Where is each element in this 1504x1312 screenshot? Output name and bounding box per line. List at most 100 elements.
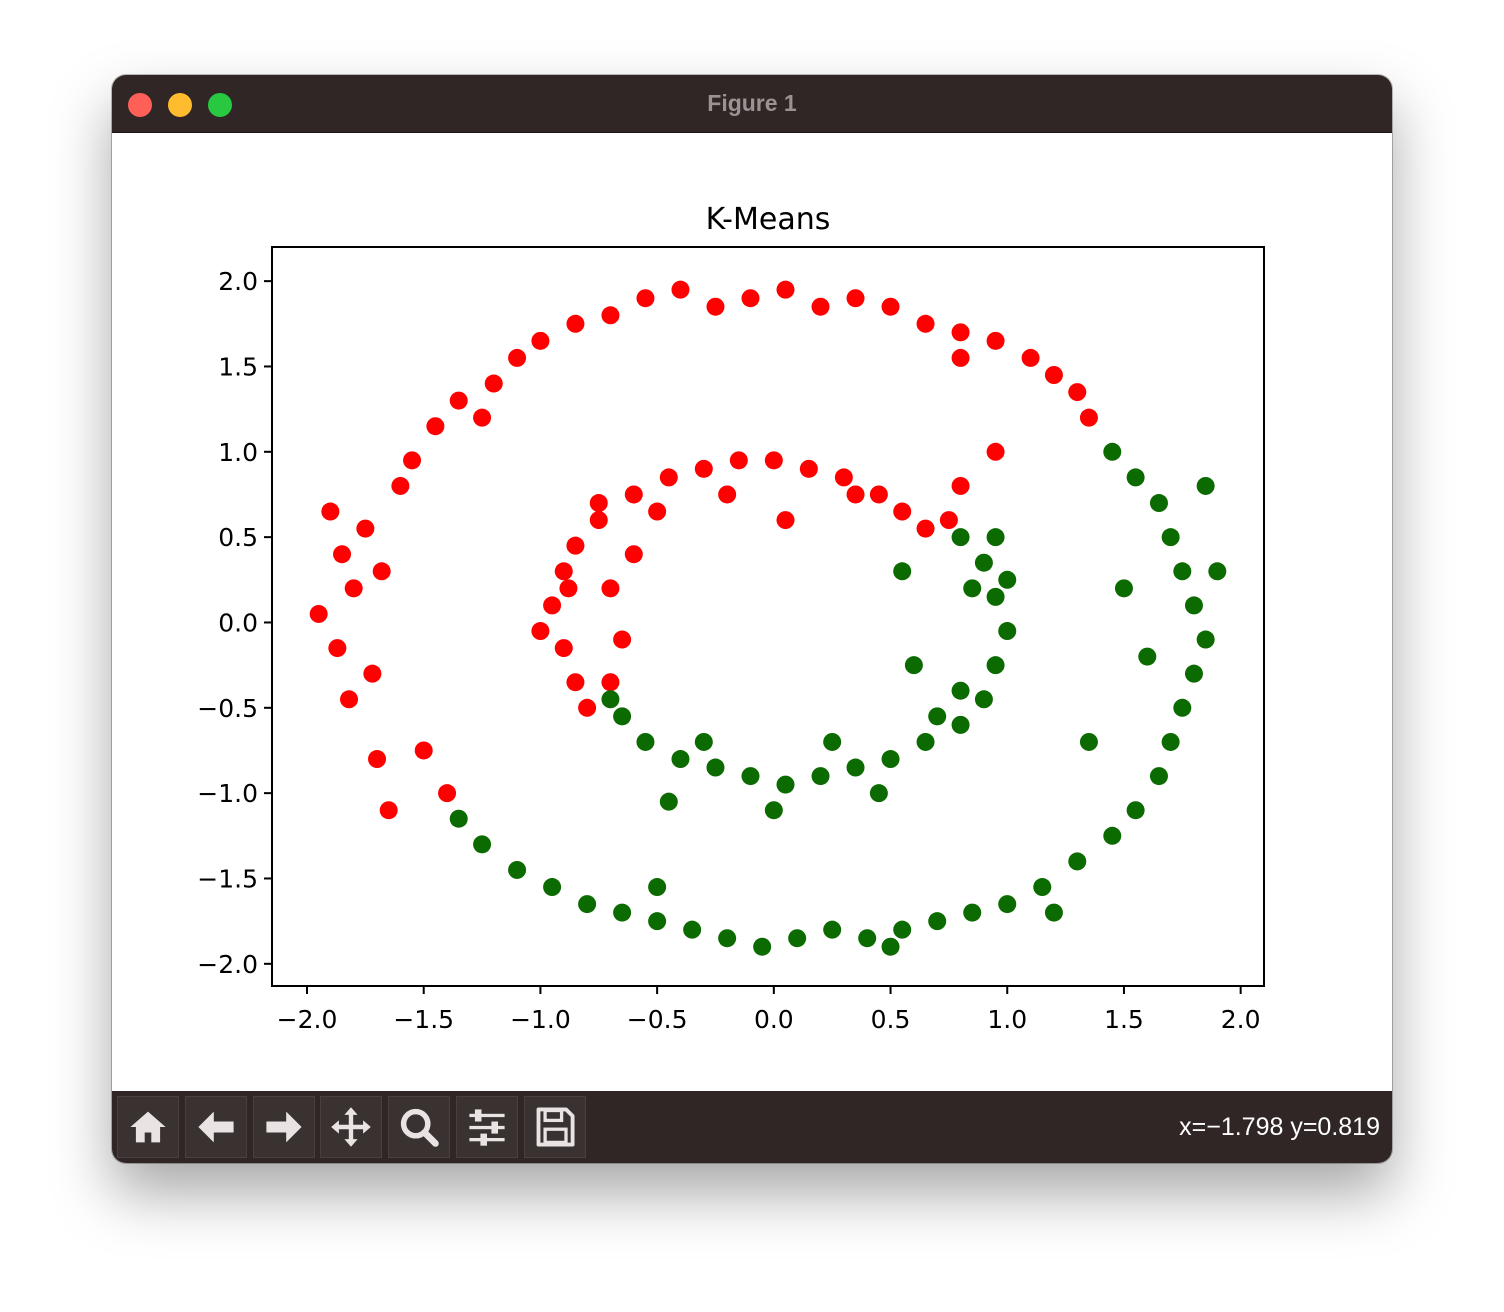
cluster-0-point: [309, 604, 328, 623]
cluster-1-point: [776, 775, 795, 794]
cluster-1-point: [974, 690, 993, 709]
cluster-0-point: [566, 536, 585, 555]
cluster-0-point: [414, 741, 433, 760]
configure-subplots-button[interactable]: [456, 1096, 518, 1158]
cluster-0-point: [671, 280, 690, 299]
forward-button[interactable]: [253, 1096, 315, 1158]
cluster-1-point: [1126, 801, 1145, 820]
cluster-1-point: [998, 570, 1017, 589]
cluster-1-point: [718, 929, 737, 948]
home-button[interactable]: [117, 1096, 179, 1158]
cluster-0-point: [566, 314, 585, 333]
cluster-0-point: [363, 664, 382, 683]
y-tick-label: 1.0: [218, 438, 258, 467]
cluster-1-point: [928, 707, 947, 726]
cluster-0-point: [764, 451, 783, 470]
cluster-1-point: [1173, 562, 1192, 581]
cluster-0-point: [321, 502, 340, 521]
cluster-1-point: [1161, 528, 1180, 547]
x-tick-label: −2.0: [277, 1005, 338, 1034]
cluster-0-point: [846, 485, 865, 504]
cluster-1-point: [963, 579, 982, 598]
cluster-1-point: [811, 767, 830, 786]
x-tick-label: −1.0: [510, 1005, 571, 1034]
cluster-1-point: [1103, 826, 1122, 845]
x-tick-label: −0.5: [627, 1005, 688, 1034]
cluster-1-point: [869, 784, 888, 803]
cluster-0-point: [951, 476, 970, 495]
cluster-0-point: [368, 750, 387, 769]
cluster-0-point: [1021, 348, 1040, 367]
y-tick-label: −2.0: [197, 950, 258, 979]
navigation-toolbar: x=−1.798 y=0.819: [112, 1091, 1392, 1163]
kmeans-scatter-plot[interactable]: K-Means −2.0 −1.5 −1.0 −0.5 0.0 0.5 1.0 1.5 2.0 …: [112, 133, 1392, 1091]
cluster-0-point: [601, 579, 620, 598]
cluster-1-point: [508, 860, 527, 879]
close-window-button[interactable]: [128, 93, 152, 117]
cluster-1-point: [893, 920, 912, 939]
cluster-0-point: [799, 459, 818, 478]
cluster-1-point: [578, 895, 597, 914]
cluster-0-point: [578, 698, 597, 717]
cluster-0-point: [589, 511, 608, 530]
cluster-1-point: [998, 622, 1017, 641]
zoom-button[interactable]: [388, 1096, 450, 1158]
cluster-0-point: [426, 417, 445, 436]
y-tick-label: 1.5: [218, 352, 258, 381]
cluster-1-point: [683, 920, 702, 939]
cluster-0-point: [554, 639, 573, 658]
cluster-1-point: [858, 929, 877, 948]
pan-move-icon: [331, 1107, 371, 1147]
cluster-0-point: [951, 348, 970, 367]
cluster-1-point: [1184, 596, 1203, 615]
x-tick-label: 1.0: [987, 1005, 1027, 1034]
pan-button[interactable]: [320, 1096, 382, 1158]
cluster-0-point: [939, 511, 958, 530]
cluster-0-point: [473, 408, 492, 427]
cluster-1-point: [951, 715, 970, 734]
zoom-window-button[interactable]: [208, 93, 232, 117]
cluster-0-point: [613, 630, 632, 649]
cluster-0-point: [624, 545, 643, 564]
cluster-1-point: [1044, 903, 1063, 922]
cluster-0-point: [881, 297, 900, 316]
cluster-1-point: [881, 750, 900, 769]
cluster-1-point: [1184, 664, 1203, 683]
cluster-0-point: [379, 801, 398, 820]
cluster-1-point: [636, 732, 655, 751]
cluster-1-point: [1196, 630, 1215, 649]
figure-canvas[interactable]: K-Means −2.0 −1.5 −1.0 −0.5 0.0 0.5 1.0 1.5 2.0 …: [112, 133, 1392, 1091]
cluster-0-point: [1079, 408, 1098, 427]
cluster-0-point: [729, 451, 748, 470]
cluster-0-point: [438, 784, 457, 803]
cluster-0-point: [372, 562, 391, 581]
cluster-0-point: [1068, 383, 1087, 402]
cluster-0-point: [340, 690, 359, 709]
cluster-1-point: [986, 528, 1005, 547]
cluster-1-point: [1033, 878, 1052, 897]
cluster-1-point: [951, 528, 970, 547]
minimize-window-button[interactable]: [168, 93, 192, 117]
x-tick-label: 1.5: [1104, 1005, 1144, 1034]
cluster-0-point: [333, 545, 352, 564]
back-button[interactable]: [185, 1096, 247, 1158]
cluster-1-point: [1138, 647, 1157, 666]
forward-arrow-icon: [266, 1111, 302, 1143]
cluster-1-point: [671, 750, 690, 769]
cluster-1-point: [1126, 468, 1145, 487]
cluster-1-point: [1208, 562, 1227, 581]
cluster-1-point: [916, 732, 935, 751]
cluster-0-point: [484, 374, 503, 393]
cluster-0-point: [916, 314, 935, 333]
cluster-1-point: [764, 801, 783, 820]
cluster-0-point: [916, 519, 935, 538]
cluster-0-point: [531, 331, 550, 350]
figure-window: Figure 1 K-Means −2.0 −1.5 −1.0 −0.5 0.0 0.5 1…: [112, 75, 1392, 1163]
cluster-0-point: [718, 485, 737, 504]
cluster-1-point: [1068, 852, 1087, 871]
save-button[interactable]: [524, 1096, 586, 1158]
y-tick-label: 2.0: [218, 267, 258, 296]
title-bar[interactable]: Figure 1: [112, 75, 1392, 133]
cluster-0-point: [589, 494, 608, 513]
cluster-1-point: [986, 587, 1005, 606]
